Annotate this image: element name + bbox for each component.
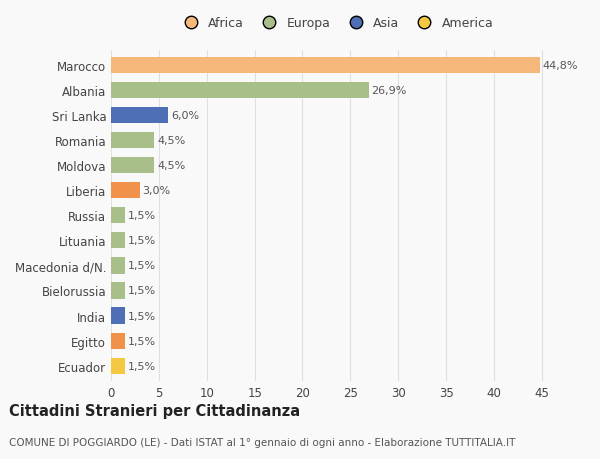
Bar	[111, 107, 169, 124]
Bar	[111, 283, 125, 299]
Bar	[111, 207, 125, 224]
Bar	[111, 358, 125, 374]
Text: Cittadini Stranieri per Cittadinanza: Cittadini Stranieri per Cittadinanza	[9, 403, 300, 419]
Text: 1,5%: 1,5%	[128, 286, 157, 296]
Text: 3,0%: 3,0%	[143, 186, 171, 196]
Text: 4,5%: 4,5%	[157, 161, 185, 171]
Bar	[111, 333, 125, 349]
Text: 1,5%: 1,5%	[128, 336, 157, 346]
Bar	[111, 157, 154, 174]
Text: 44,8%: 44,8%	[543, 61, 578, 71]
Text: 1,5%: 1,5%	[128, 236, 157, 246]
Legend: Africa, Europa, Asia, America: Africa, Europa, Asia, America	[178, 17, 494, 30]
Bar	[111, 57, 540, 73]
Text: 1,5%: 1,5%	[128, 311, 157, 321]
Text: 1,5%: 1,5%	[128, 361, 157, 371]
Bar	[111, 83, 368, 99]
Text: 26,9%: 26,9%	[371, 85, 407, 95]
Bar	[111, 183, 140, 199]
Text: 1,5%: 1,5%	[128, 211, 157, 221]
Bar	[111, 233, 125, 249]
Text: 1,5%: 1,5%	[128, 261, 157, 271]
Bar	[111, 257, 125, 274]
Text: 4,5%: 4,5%	[157, 135, 185, 146]
Bar	[111, 308, 125, 324]
Text: COMUNE DI POGGIARDO (LE) - Dati ISTAT al 1° gennaio di ogni anno - Elaborazione : COMUNE DI POGGIARDO (LE) - Dati ISTAT al…	[9, 437, 515, 447]
Bar	[111, 133, 154, 149]
Text: 6,0%: 6,0%	[172, 111, 199, 121]
